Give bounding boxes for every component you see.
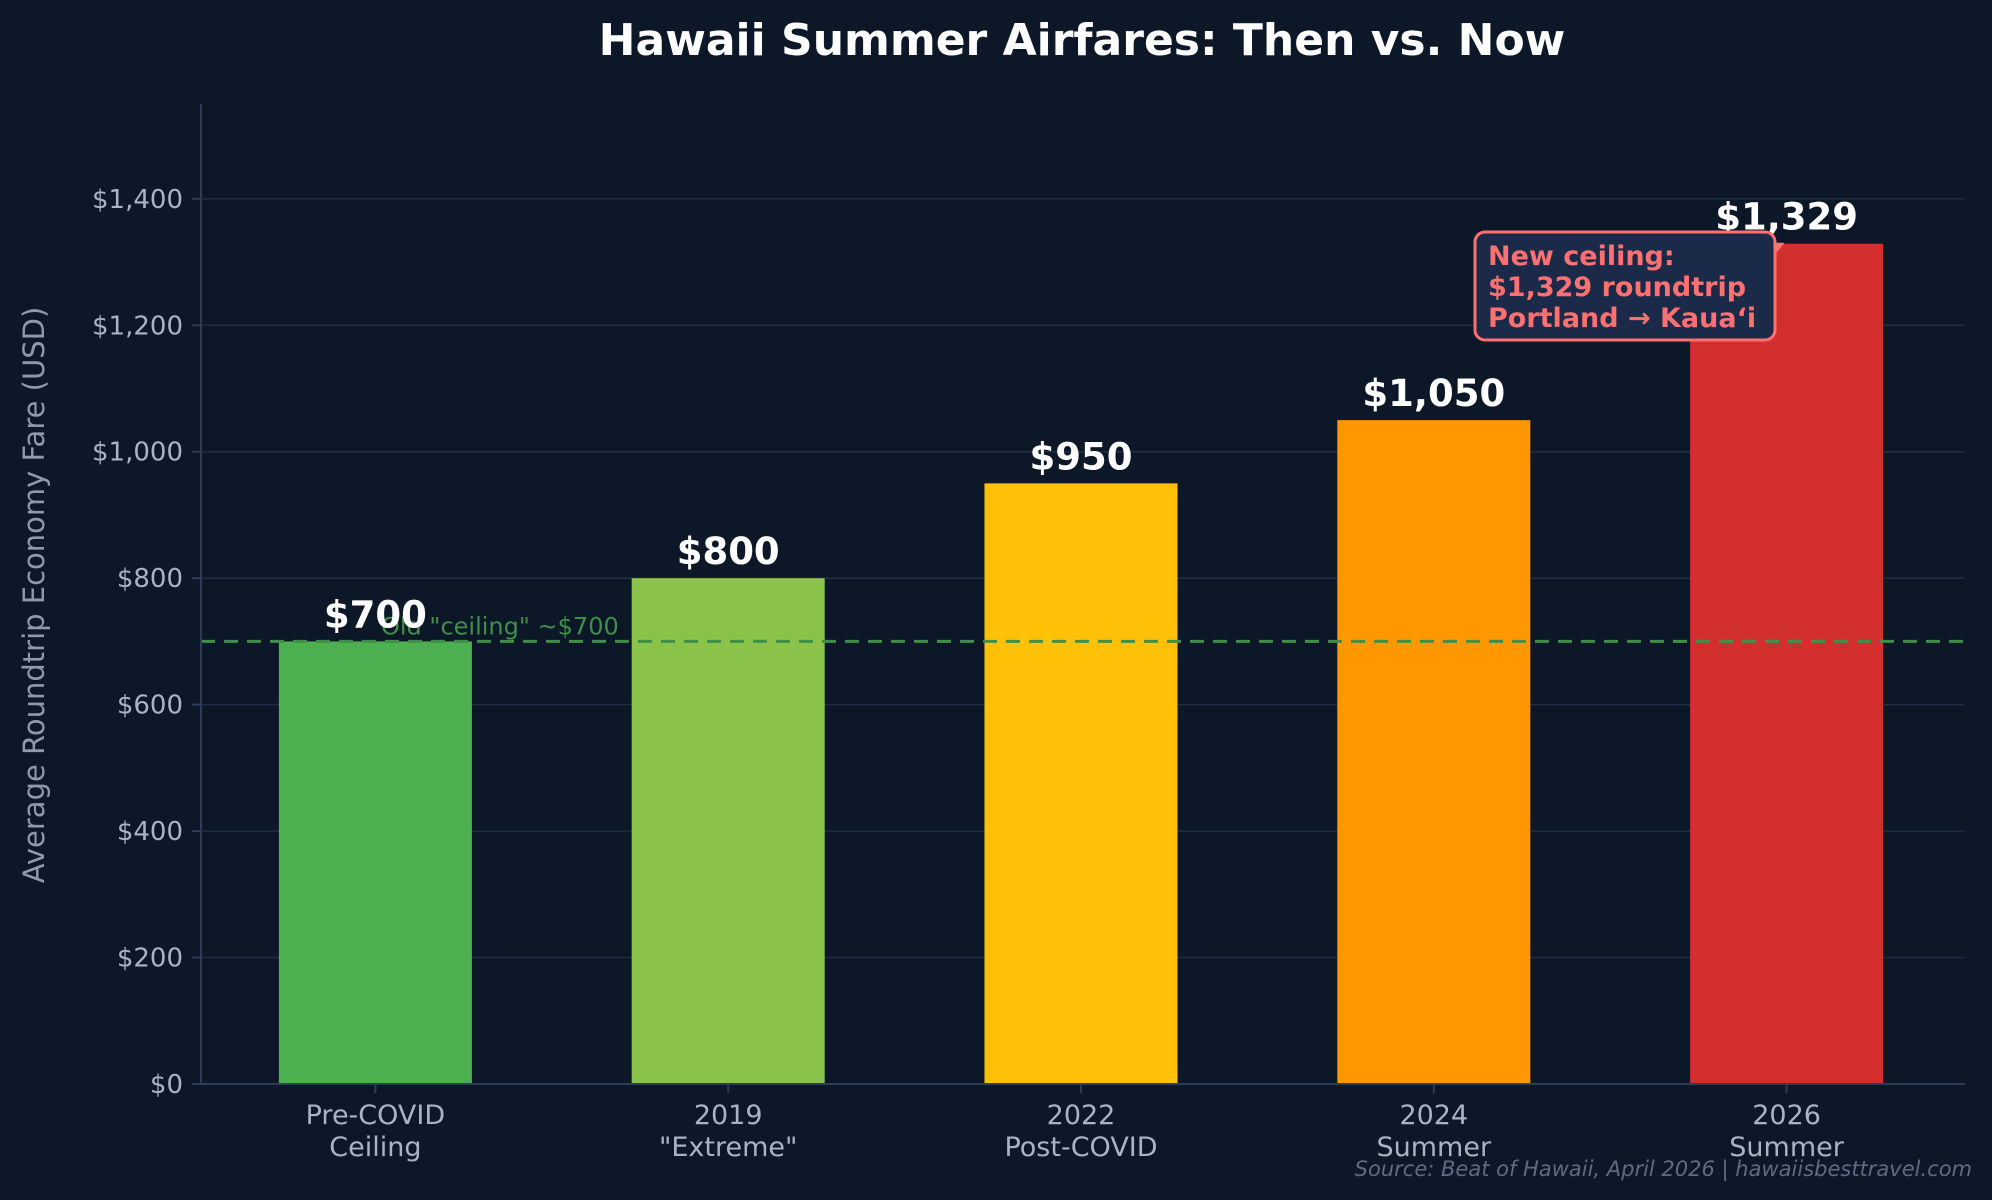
x-tick-label: 2019 "Extreme" (659, 1100, 798, 1163)
annotation: New ceiling: $1,329 roundtrip Portland → K… (1473, 230, 1785, 342)
bars (201, 243, 1965, 1085)
x-tick-label: 2026 Summer (1729, 1100, 1844, 1163)
y-tick-label: $1,000 (92, 438, 183, 468)
reference-line-label: Old "ceiling" ~$700 (381, 612, 619, 640)
bar (278, 641, 472, 1084)
bar (1337, 420, 1531, 1084)
y-tick-label: $800 (117, 564, 183, 594)
y-tick-label: $1,400 (92, 185, 183, 215)
axes: $0 $200 $400 $600 $800 $1,000 $1,200 $1,400 Pre-… (92, 104, 1965, 1163)
y-tick-label: $0 (150, 1070, 183, 1100)
data-label: $950 (1030, 435, 1133, 478)
y-tick-label: $600 (117, 691, 183, 721)
y-tick-label: $200 (117, 944, 183, 974)
x-tick-label: 2022 Post-COVID (1004, 1100, 1157, 1163)
bar (631, 578, 825, 1084)
data-label: $700 (324, 593, 427, 636)
chart-title: Hawaii Summer Airfares: Then vs. Now (599, 15, 1566, 66)
data-label: $1,050 (1362, 372, 1505, 415)
data-label: $800 (677, 530, 780, 573)
x-tick-label: 2024 Summer (1377, 1100, 1492, 1163)
annotation-text: New ceiling: $1,329 roundtrip Portland → K… (1488, 241, 1756, 334)
y-axis-label: Average Roundtrip Economy Fare (USD) (17, 307, 51, 884)
annotation-box (1473, 230, 1777, 342)
y-tick-label: $400 (117, 817, 183, 847)
bar (984, 483, 1178, 1084)
bar (1690, 243, 1884, 1085)
x-tick-label: Pre-COVID Ceiling (306, 1100, 446, 1163)
reference-line-group: Old "ceiling" ~$700 (381, 612, 619, 640)
y-tick-label: $1,200 (92, 311, 183, 341)
source-note: Source: Beat of Hawaii, April 2026 | haw… (1355, 1157, 1972, 1182)
